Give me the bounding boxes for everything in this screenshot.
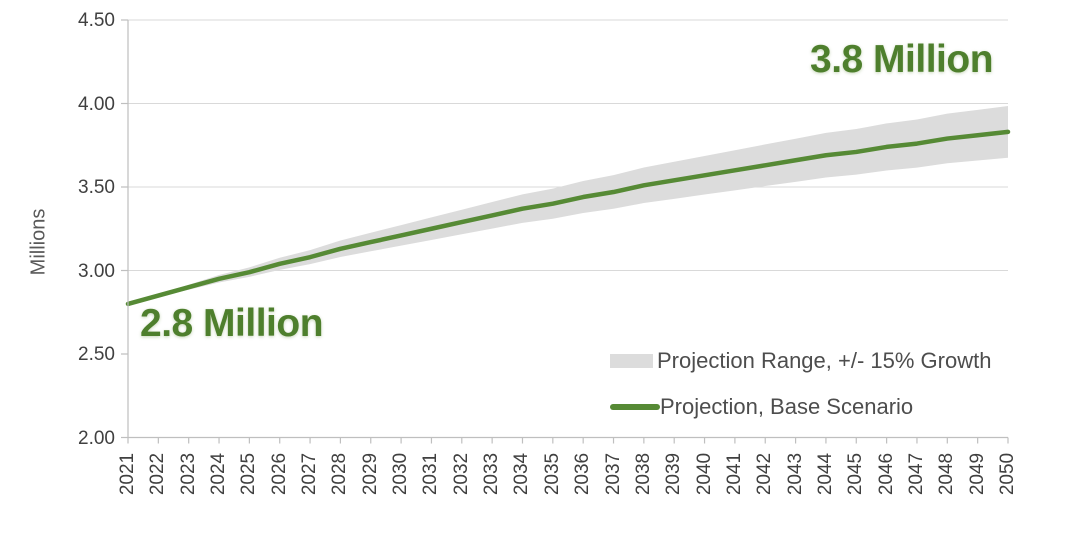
x-tick-label: 2038 [632,452,654,496]
x-tick-label: 2037 [602,452,624,496]
y-tick-label: 4.00 [78,93,115,115]
x-tick-label: 2028 [329,452,351,496]
legend-label-base-scenario: Projection, Base Scenario [660,394,914,419]
x-tick-label: 2046 [875,452,897,496]
x-tick-label: 2030 [390,452,412,496]
x-tick-label: 2047 [905,452,927,496]
y-tick-label: 2.00 [78,427,115,449]
x-tick-label: 2039 [663,452,685,496]
x-tick-label: 2048 [936,452,958,496]
band-swatch-icon [610,354,653,368]
y-tick-label: 2.50 [78,344,115,365]
x-tick-label: 2044 [814,452,836,496]
annotation-end-value: 3.8 Million [810,38,994,81]
x-tick-label: 2022 [147,452,169,496]
x-tick-label: 2034 [511,452,533,496]
annotation-start-value: 2.8 Million [140,302,324,345]
x-tick-label: 2029 [359,452,381,496]
x-tick-label: 2043 [784,452,806,496]
x-tick-label: 2033 [481,452,503,496]
legend-label-projection-range: Projection Range, +/- 15% Growth [657,348,992,373]
y-tick-label: 3.00 [78,260,115,282]
x-tick-label: 2035 [541,452,563,496]
x-tick-label: 2031 [420,452,442,496]
y-axis-title: Millions [27,208,50,276]
x-tick-label: 2050 [997,452,1018,496]
legend-item-base-scenario: Projection, Base Scenario [610,394,991,420]
y-tick-label: 3.50 [78,177,115,198]
y-tick-label: 4.50 [78,10,115,31]
line-swatch-icon [610,404,660,410]
x-tick-label: 2049 [966,452,988,496]
x-tick-label: 2021 [117,452,138,496]
x-tick-label: 2024 [208,452,230,496]
x-tick-label: 2040 [693,452,715,496]
x-tick-label: 2045 [845,452,867,496]
x-tick-label: 2036 [572,452,594,496]
x-tick-label: 2025 [238,452,260,496]
legend-item-projection-range: Projection Range, +/- 15% Growth [610,348,991,374]
x-tick-label: 2032 [450,452,472,496]
x-tick-label: 2027 [299,452,321,496]
legend: Projection Range, +/- 15% Growth Project… [610,348,991,440]
x-tick-label: 2041 [723,452,745,496]
x-tick-label: 2042 [754,452,776,496]
x-tick-label: 2026 [268,452,290,496]
x-tick-label: 2023 [177,452,199,496]
